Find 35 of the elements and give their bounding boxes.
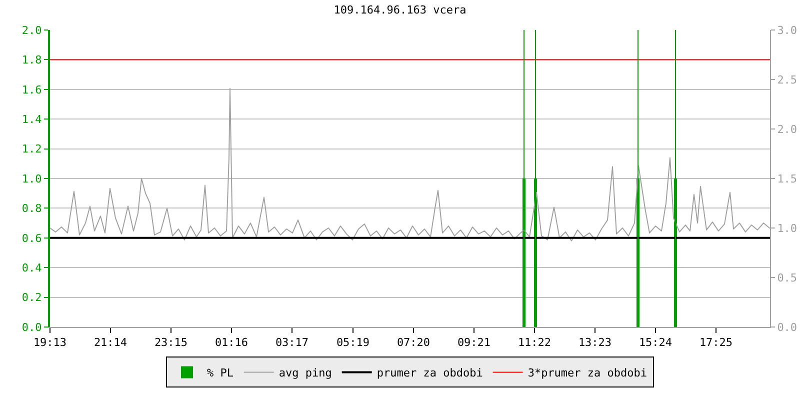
x-tick-label: 07:20 [396,336,430,350]
x-tick-label: 23:15 [154,336,188,350]
y2-tick-label: 3.0 [777,24,798,37]
y-tick-label: 1.2 [22,142,42,156]
y-tick-label: 0.2 [22,291,42,304]
x-tick-label: 03:17 [275,336,309,350]
x-tick-label: 19:13 [33,336,67,350]
y2-tick-label: 1.0 [777,222,798,235]
y-tick-label: 2.0 [22,24,42,37]
x-tick-label: 05:19 [336,336,370,350]
y-tick-label: 1.6 [22,83,42,96]
x-tick-label: 11:22 [518,336,552,350]
chart-title: 109.164.96.163 vcera [334,4,466,17]
y-tick-label: 0.4 [22,261,42,274]
y2-tick-label: 2.0 [777,122,798,136]
y-tick-label: 0.8 [22,202,42,216]
legend-label: prumer za obdobi [376,366,483,380]
y2-tick-label: 0.5 [777,271,798,284]
y2-tick-label: 2.5 [777,73,798,86]
y-tick-label: 1.0 [22,172,42,186]
y-tick-label: 0.6 [22,232,42,245]
x-tick-label: 15:24 [638,336,672,350]
y-tick-label: 1.4 [22,112,42,126]
y2-tick-label: 0.0 [777,320,798,334]
x-tick-label: 01:16 [214,336,248,350]
legend-label: % PL [207,366,234,380]
y-tick-label: 1.8 [22,54,42,67]
y-tick-label: 0.0 [22,320,42,334]
x-tick-label: 13:23 [578,336,612,350]
y2-tick-label: 1.5 [777,172,798,186]
legend-label: 3*prumer za obdobi [528,366,648,380]
legend-label: avg ping [278,366,332,380]
x-tick-label: 21:14 [94,336,128,350]
x-tick-label: 17:25 [699,336,733,350]
x-tick-label: 09:21 [457,336,491,350]
